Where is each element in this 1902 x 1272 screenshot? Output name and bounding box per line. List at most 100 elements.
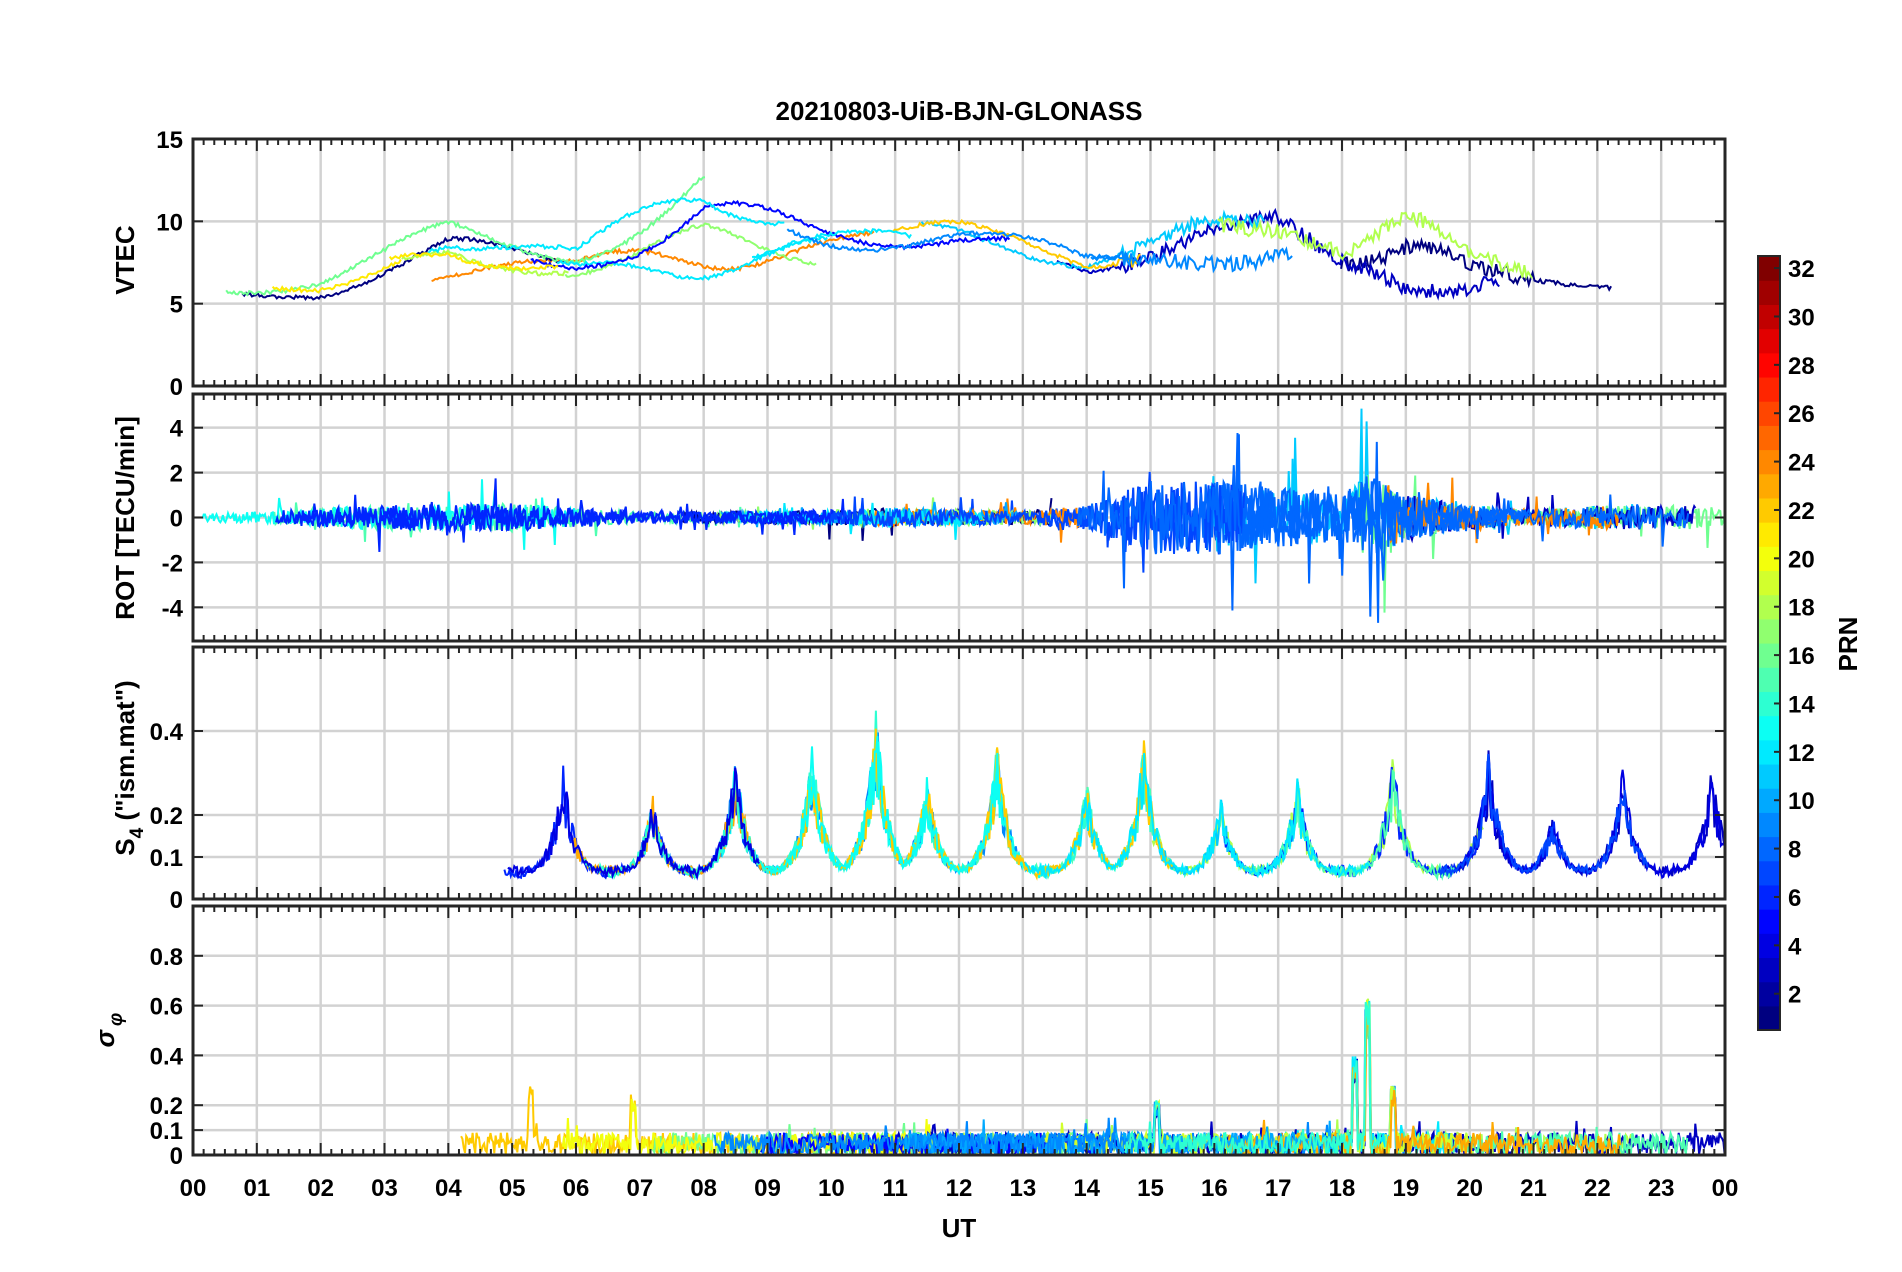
series-trace-prn-21 [271, 259, 402, 294]
x-tick-label: 13 [1009, 1175, 1036, 1202]
series-trace-prn-7 [1437, 753, 1649, 879]
colorbar-step [1758, 812, 1780, 838]
colorbar-step [1758, 618, 1780, 644]
colorbar-step [1758, 570, 1780, 596]
minor-ticks [192, 906, 1726, 1155]
y-tick-label: 0 [170, 374, 183, 401]
minor-ticks [192, 139, 1726, 386]
y-tick-label: 10 [156, 209, 183, 236]
y-tick-label: 0.1 [150, 845, 183, 872]
y-tick-label: 0.4 [150, 719, 184, 746]
colorbar-step [1758, 594, 1780, 620]
series-trace-prn-14 [1123, 1001, 1382, 1155]
x-tick-label: 11 [882, 1175, 907, 1202]
colorbar-tick-label: 8 [1788, 837, 1801, 864]
colorbar-tick-label: 24 [1788, 450, 1815, 477]
series-trace-prn-4 [507, 767, 760, 880]
colorbar-step [1758, 643, 1780, 668]
x-tick-label: 05 [499, 1175, 526, 1202]
series-trace-prn-12 [427, 197, 785, 254]
series-trace-prn-6 [295, 478, 858, 543]
colorbar-step [1758, 667, 1780, 692]
colorbar-step [1758, 763, 1780, 789]
colorbar-tick-label: 32 [1788, 256, 1815, 283]
colorbar-step [1758, 860, 1780, 886]
y-label-sigma-phi: σφ [90, 1013, 127, 1048]
series-trace-prn-22 [890, 218, 1141, 270]
y-tick-label: 0.1 [150, 1118, 183, 1145]
minor-ticks [192, 647, 1726, 899]
colorbar-step [1758, 328, 1780, 354]
y-axis-labels: VTEC ROT [TECU/min] S4 ("ism.mat") σφ [90, 225, 148, 1047]
x-tick-label: 16 [1201, 1175, 1228, 1202]
y-tick-label: 2 [170, 461, 183, 488]
colorbar-step [1758, 473, 1780, 499]
trace-group [503, 710, 1725, 882]
x-tick-label: 23 [1648, 1175, 1675, 1202]
x-tick-label: 03 [371, 1175, 398, 1202]
x-tick-label: 17 [1265, 1175, 1292, 1202]
grid [191, 906, 1727, 1157]
series-trace-prn-4 [1440, 763, 1725, 880]
x-tick-label: 00 [180, 1175, 207, 1202]
colorbar-tick-label: 12 [1788, 740, 1815, 767]
y-tick-label: 0.8 [150, 944, 183, 971]
colorbar-label: PRN [1833, 617, 1863, 672]
y-tick-label: 0.2 [150, 1093, 183, 1120]
colorbar-step [1758, 522, 1780, 547]
x-tick-label: 08 [690, 1175, 717, 1202]
series-trace-prn-12 [1024, 753, 1370, 880]
y-tick-label: -4 [162, 595, 184, 622]
trace-group [225, 176, 1612, 302]
x-tick-label: 22 [1584, 1175, 1611, 1202]
series-trace-prn-13 [761, 736, 1001, 877]
x-tick-label: 00 [1712, 1175, 1739, 1202]
y-label-vtec: VTEC [110, 225, 140, 295]
series-trace-prn-9 [909, 1121, 1155, 1155]
x-tick-label: 18 [1329, 1175, 1356, 1202]
panel-rot: -4 -2 0 2 4 [162, 392, 1727, 643]
colorbar-tick-label: 26 [1788, 401, 1815, 428]
colorbar-step [1758, 739, 1780, 765]
colorbar-step [1758, 981, 1780, 1007]
series-trace-prn-24 [431, 229, 875, 282]
series-trace-prn-23 [571, 774, 816, 879]
chart-title: 20210803-UiB-BJN-GLONASS [775, 96, 1142, 126]
colorbar-step [1758, 691, 1780, 717]
y-tick-label: 4 [170, 416, 184, 443]
y-tick-label: 15 [156, 127, 183, 154]
series-trace-prn-1 [1340, 236, 1612, 292]
sigma-symbol: σ [90, 1028, 120, 1047]
colorbar-step [1758, 933, 1780, 959]
colorbar-step [1758, 909, 1780, 934]
y-tick-label: 0 [170, 887, 183, 914]
colorbar-step [1758, 401, 1780, 426]
y-label-rot: ROT [TECU/min] [110, 416, 140, 620]
series-trace-prn-3 [1056, 207, 1500, 301]
colorbar-tick-label: 28 [1788, 353, 1815, 380]
colorbar-step [1758, 280, 1780, 305]
panel-s4: 0 0.1 0.2 0.4 [150, 645, 1727, 914]
x-tick-label: 02 [307, 1175, 334, 1202]
x-tick-label: 09 [754, 1175, 781, 1202]
colorbar-step [1758, 1005, 1780, 1031]
series-trace-prn-9 [932, 1009, 1466, 1155]
x-tick-label: 12 [946, 1175, 973, 1202]
x-tick-label: 21 [1520, 1175, 1547, 1202]
series-trace-prn-16 [1356, 475, 1725, 613]
colorbar-tick-label: 16 [1788, 643, 1815, 670]
grid [191, 647, 1727, 901]
colorbar-tick-label: 2 [1788, 982, 1801, 1009]
colorbar-tick-label: 14 [1788, 691, 1815, 718]
colorbar-tick-label: 30 [1788, 304, 1815, 331]
phi-subscript: φ [106, 1013, 127, 1026]
colorbar-step [1758, 497, 1780, 523]
y-tick-label: -2 [162, 550, 183, 577]
y-tick-label: 0 [170, 1143, 183, 1170]
colorbar-step [1758, 449, 1780, 475]
s4-rest: ("ism.mat") [110, 680, 140, 827]
series-trace-prn-16 [225, 176, 706, 297]
y-tick-label: 5 [170, 292, 183, 319]
